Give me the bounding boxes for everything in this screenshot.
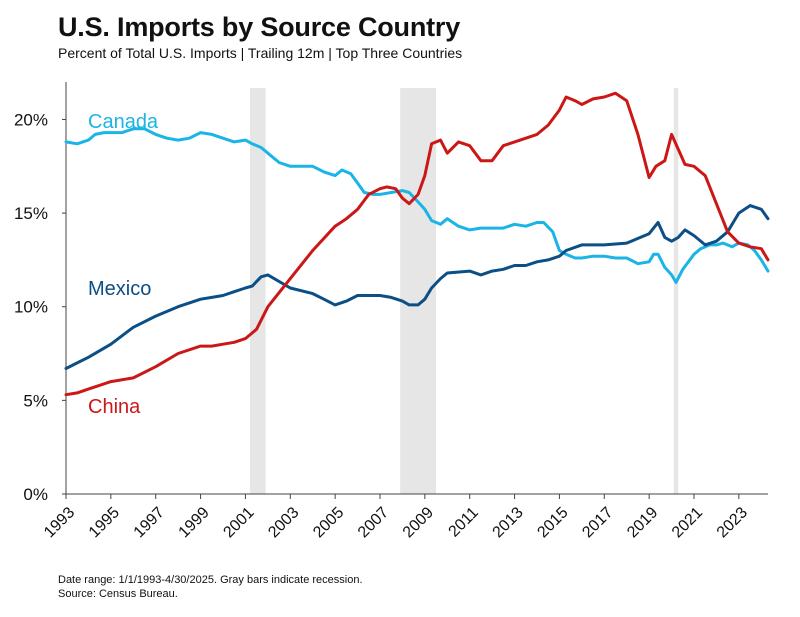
x-tick-label: 1999 [176,504,213,541]
x-tick-label: 1993 [41,504,78,541]
x-tick-label: 2011 [446,504,482,540]
x-tick-label: 2003 [265,504,302,541]
series-line-canada [64,127,770,284]
x-tick-label: 2009 [400,504,437,541]
x-tick-label: 2019 [624,504,661,541]
y-tick-label: 20% [14,110,48,129]
chart-axes: 0%5%10%15%20%1993 1995 1997 1999 2001 2003 200… [14,82,768,541]
chart-subtitle: Percent of Total U.S. Imports | Trailing… [58,45,463,61]
series-label-canada: Canada [88,111,159,133]
y-tick-label: 15% [14,204,48,223]
footnote-date-range: Date range: 1/1/1993-4/30/2025. Gray bar… [58,574,363,586]
chart-title: U.S. Imports by Source Country [58,12,461,42]
x-tick-label: 2007 [355,504,392,541]
x-tick-label: 2005 [310,504,347,541]
footnote-source: Source: Census Bureau. [58,588,178,600]
x-tick-label: 2017 [579,504,616,541]
chart-series [64,91,770,397]
x-tick-label: 2023 [714,504,751,541]
x-tick-label: 2021 [669,504,706,541]
y-tick-label: 5% [23,391,48,410]
x-tick-label: 2001 [220,504,257,541]
x-tick-label: 2013 [490,504,527,541]
x-tick-label: 1997 [131,504,168,541]
x-tick-label: 2015 [534,504,571,541]
series-label-mexico: Mexico [88,278,151,300]
recession-bar [249,88,266,494]
recession-bar [673,88,679,494]
x-tick-label: 1995 [86,504,123,541]
series-line-china [64,91,770,397]
recession-bars [249,88,679,494]
footnote: Date range: 1/1/1993-4/30/2025. Gray bar… [58,573,363,601]
y-tick-label: 10% [14,298,48,317]
series-line-mexico [64,204,770,370]
y-tick-label: 0% [23,485,48,504]
series-label-china: China [88,396,141,418]
series-labels: Canada Mexico China [88,111,159,418]
